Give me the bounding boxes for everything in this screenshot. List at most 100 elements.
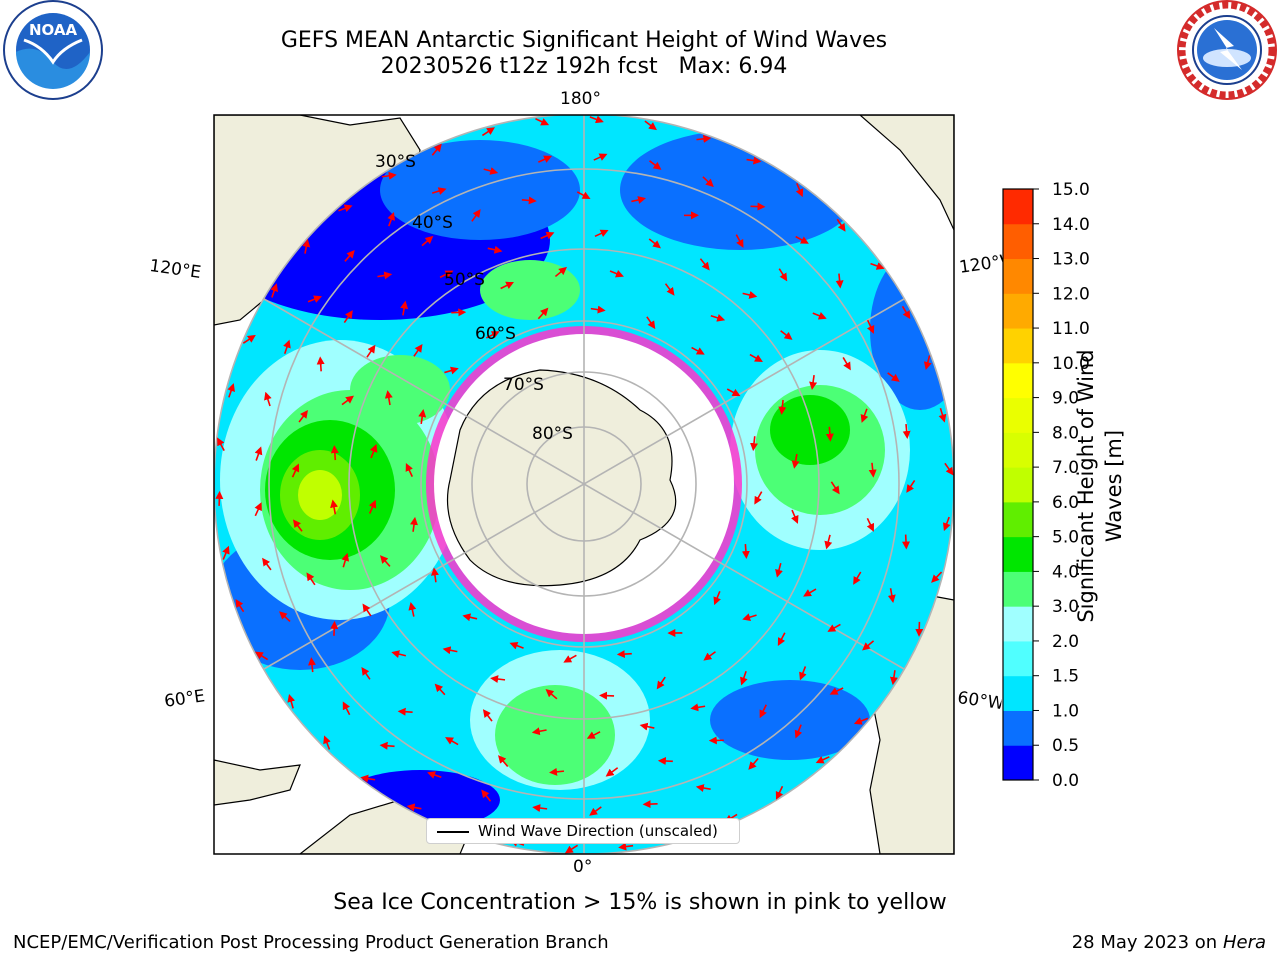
- wind-wave-arrow: [931, 571, 943, 583]
- colorbar-segment: [1003, 675, 1033, 711]
- wind-wave-arrow: [656, 676, 666, 690]
- wind-wave-arrow: [901, 305, 911, 320]
- colorbar-label-line1: Significant Height of Wind: [1074, 349, 1098, 623]
- wind-wave-arrow: [853, 717, 869, 725]
- wind-wave-arrow: [642, 800, 658, 809]
- lat-label-40s: 40°S: [412, 213, 453, 233]
- wind-wave-arrow: [639, 722, 655, 731]
- wind-wave-arrow: [343, 310, 353, 323]
- wind-wave-arrow: [866, 517, 875, 532]
- colorbar-tick-label: 9.0: [1052, 389, 1079, 409]
- wind-wave-arrow: [887, 372, 900, 382]
- wind-wave-arrow: [746, 156, 762, 165]
- footer-date: 28 May 2023 on Hera: [1072, 932, 1266, 953]
- wind-wave-arrow: [605, 767, 619, 777]
- colorbar-tick-label: 12.0: [1052, 284, 1090, 304]
- wind-wave-arrow: [696, 134, 712, 143]
- wind-wave-arrow: [434, 683, 446, 696]
- colorbar-tick-label: 2.0: [1052, 632, 1079, 652]
- wind-wave-arrow: [691, 346, 705, 355]
- colorbar-tick-label: 1.5: [1052, 667, 1079, 687]
- map-title: GEFS MEAN Antarctic Significant Height o…: [280, 28, 888, 53]
- wind-wave-arrow: [227, 383, 235, 398]
- wind-wave-arrow: [564, 844, 579, 854]
- wind-wave-arrow: [427, 771, 442, 779]
- wind-wave-arrow: [362, 603, 372, 617]
- wind-wave-arrow: [713, 590, 721, 606]
- wind-wave-arrow: [545, 689, 558, 700]
- wind-wave-arrows: [215, 115, 954, 854]
- wind-wave-arrow: [748, 757, 759, 770]
- map-subtitle: 20230526 t12z 192h fcst Max: 6.94: [380, 54, 788, 79]
- wind-wave-arrow: [740, 671, 748, 686]
- colorbar-tick-label: 8.0: [1052, 423, 1079, 443]
- wind-wave-arrow: [381, 171, 397, 180]
- wind-wave-arrow: [509, 641, 524, 650]
- wind-wave-arrow: [242, 334, 256, 344]
- wind-wave-arrow: [421, 235, 434, 247]
- wind-wave-arrow: [254, 502, 262, 517]
- wind-wave-arrow: [657, 756, 673, 765]
- colorbar-segment: [1003, 223, 1033, 260]
- wind-wave-arrow: [379, 741, 395, 750]
- wind-wave-arrow: [521, 196, 537, 205]
- wind-wave-arrow: [341, 395, 355, 406]
- wind-wave-arrow: [616, 650, 632, 659]
- wind-wave-arrow: [431, 143, 442, 156]
- wind-wave-arrow: [306, 572, 316, 586]
- wind-wave-arrow: [868, 462, 877, 478]
- wind-wave-arrow: [500, 281, 515, 290]
- colorbar-segment: [1003, 467, 1033, 503]
- colorbar-segment: [1003, 328, 1033, 364]
- wind-wave-arrow: [217, 437, 225, 451]
- lat-label-30s: 30°S: [375, 152, 416, 172]
- colorbar-segment: [1003, 293, 1033, 329]
- colorbar-segment: [1003, 571, 1033, 607]
- wind-wave-arrow: [648, 238, 661, 249]
- wind-wave-arrow: [283, 339, 291, 355]
- wind-wave-arrow: [590, 305, 606, 314]
- colorbar-label: Significant Height of Wind Waves [m]: [1072, 336, 1128, 636]
- wind-wave-arrow: [586, 731, 601, 739]
- wind-wave-arrow: [344, 250, 355, 262]
- wind-wave-arrow: [749, 353, 763, 362]
- lat-label-70s: 70°S: [503, 375, 544, 395]
- wind-wave-arrow: [482, 709, 493, 722]
- wind-wave-arrow: [609, 269, 624, 278]
- legend-line-swatch: [437, 831, 469, 833]
- wind-wave-arrow: [902, 534, 911, 550]
- lon-label-0: 0°: [573, 857, 593, 877]
- colorbar-tick-label: 13.0: [1052, 250, 1090, 270]
- wind-wave-arrow: [906, 479, 916, 493]
- wind-wave-arrow: [812, 312, 827, 320]
- colorbar-tick-label: 5.0: [1052, 528, 1079, 548]
- wind-wave-arrow: [803, 588, 817, 597]
- wind-wave-arrow: [410, 516, 418, 532]
- wind-wave-arrow: [418, 409, 427, 425]
- sea-ice-note: Sea Ice Concentration > 15% is shown in …: [333, 890, 947, 915]
- wind-wave-arrow: [860, 408, 869, 423]
- wind-wave-arrow: [264, 391, 272, 407]
- colorbar-segment: [1003, 432, 1033, 468]
- wind-wave-arrow: [391, 650, 407, 658]
- wind-wave-arrow: [576, 191, 591, 199]
- wind-wave-arrow: [262, 557, 272, 571]
- wind-wave-arrow: [589, 806, 602, 816]
- wind-wave-arrow: [405, 463, 413, 477]
- colorbar-tick-label: 0.5: [1052, 736, 1079, 756]
- wind-wave-arrow: [406, 803, 422, 812]
- wind-wave-arrow: [754, 491, 763, 505]
- wind-wave-arrow: [827, 623, 841, 632]
- wind-wave-arrow: [254, 446, 263, 461]
- lat-label-80s: 80°S: [532, 424, 573, 444]
- colorbar-tick-label: 14.0: [1052, 215, 1090, 235]
- wind-wave-arrow: [360, 774, 376, 783]
- wind-wave-arrow: [554, 266, 568, 278]
- footer-date-text: 28 May 2023 on: [1071, 932, 1218, 953]
- wind-wave-arrow: [377, 271, 393, 280]
- colorbar-tick-label: 4.0: [1052, 562, 1079, 582]
- wind-wave-arrow: [316, 356, 325, 372]
- wind-wave-arrow: [791, 453, 800, 469]
- wind-wave-arrow: [778, 268, 788, 282]
- wind-wave-arrow: [549, 767, 565, 776]
